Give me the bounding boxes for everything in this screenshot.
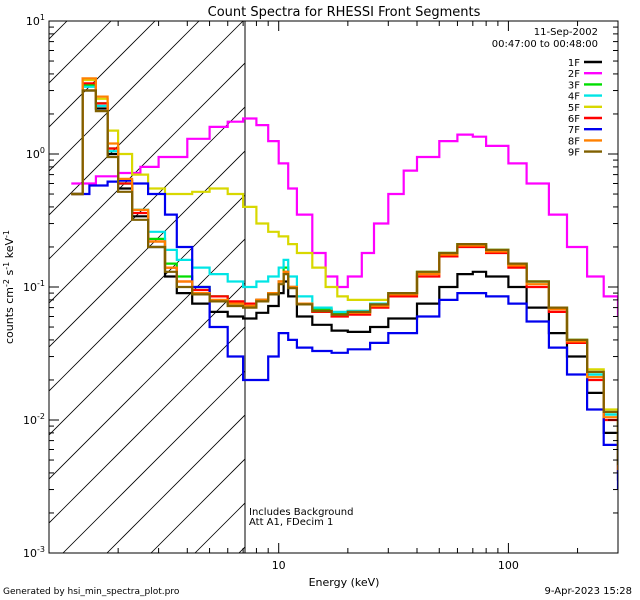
hatch-line: [49, 194, 245, 392]
hatch-line: [49, 21, 112, 84]
series-line-2F: [71, 117, 618, 317]
legend-label-8F: 8F: [568, 136, 580, 147]
hatch-line: [49, 238, 245, 436]
hatch-line: [49, 21, 244, 216]
legend-label-9F: 9F: [568, 148, 580, 159]
chart-title: Count Spectra for RHESSI Front Segments: [208, 5, 481, 20]
series-line-5F: [71, 78, 618, 460]
series-line-8F: [71, 77, 618, 471]
series-line-1F: [71, 89, 618, 481]
y-tick-label: 101: [26, 13, 45, 28]
hatch-line: [62, 370, 245, 553]
legend-label-6F: 6F: [568, 114, 580, 125]
hatch-line: [632, 0, 640, 600]
legend-label-3F: 3F: [568, 80, 580, 91]
legend-label-2F: 2F: [568, 69, 580, 80]
legend-label-1F: 1F: [568, 58, 580, 69]
observation-time-range: 00:47:00 to 00:48:00: [492, 39, 598, 50]
hatch-line: [49, 150, 245, 348]
y-tick-label: 10-2: [23, 412, 45, 427]
hatch-line: [49, 21, 156, 128]
generated-by-text: Generated by hsi_min_spectra_plot.pro: [3, 587, 180, 597]
hatch-line: [106, 414, 245, 553]
series-line-6F: [71, 82, 618, 473]
hatch-line: [49, 326, 245, 524]
hatch-line: [368, 0, 640, 600]
y-tick-label: 10-1: [23, 279, 45, 294]
hatch-line: [544, 0, 640, 600]
x-axis-label: Energy (keV): [309, 576, 380, 589]
generation-timestamp: 9-Apr-2023 15:28: [545, 586, 632, 597]
hatch-line: [49, 62, 245, 260]
annotation-attenuator: Att A1, FDecim 1: [249, 517, 333, 528]
series-line-4F: [71, 85, 618, 467]
annotation-background: Includes Background: [249, 507, 353, 518]
legend-label-7F: 7F: [568, 125, 580, 136]
y-tick-label: 100: [26, 146, 45, 161]
y-tick-label: 10-3: [23, 545, 45, 560]
x-tick-label: 100: [498, 559, 519, 572]
series-line-7F: [71, 179, 618, 490]
y-axis-label: counts cm-2 s-1 keV-1: [2, 230, 16, 344]
hatch-line: [49, 21, 200, 172]
series-line-9F: [71, 89, 618, 465]
legend-label-5F: 5F: [568, 103, 580, 114]
x-tick-label: 10: [272, 559, 286, 572]
observation-date: 11-Sep-2002: [534, 27, 598, 38]
series-line-3F: [71, 83, 618, 467]
hatch-line: [150, 458, 245, 553]
legend-label-4F: 4F: [568, 92, 580, 103]
